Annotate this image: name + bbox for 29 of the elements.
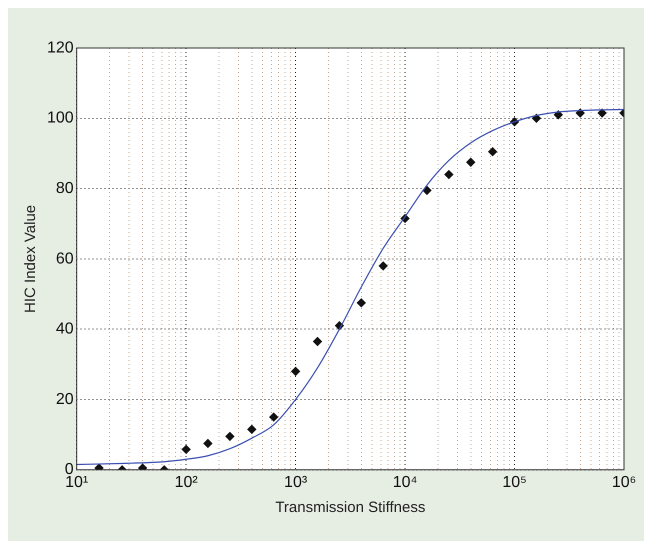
point: [313, 337, 322, 346]
point: [203, 438, 212, 448]
point: [269, 412, 278, 422]
point: [598, 108, 607, 118]
y-tick-label: 60: [56, 250, 74, 268]
point: [225, 432, 234, 441]
point: [291, 366, 300, 376]
point: [444, 170, 454, 180]
point: [378, 261, 388, 270]
x-tick-label: 10²: [174, 474, 198, 491]
point: [422, 186, 432, 195]
point: [488, 147, 498, 156]
y-tick-label: 120: [46, 39, 74, 56]
point: [247, 424, 256, 434]
x-tick-label: 10¹: [65, 474, 88, 491]
x-axis-title: Transmission Stiffness: [275, 499, 426, 516]
y-tick-label: 100: [46, 110, 74, 127]
x-tick-label: 10⁵: [502, 474, 527, 491]
y-tick-label: 80: [56, 180, 74, 198]
point: [466, 158, 476, 167]
y-tick-label: 20: [56, 390, 74, 408]
point: [554, 110, 563, 120]
x-tick-label: 10³: [284, 474, 308, 491]
point: [182, 444, 191, 454]
point: [356, 298, 366, 308]
y-tick-label: 40: [56, 320, 74, 338]
x-tick-label: 10⁶: [612, 474, 636, 491]
y-axis-title: HIC Index Value: [22, 204, 40, 313]
x-tick-label: 10⁴: [392, 474, 418, 491]
